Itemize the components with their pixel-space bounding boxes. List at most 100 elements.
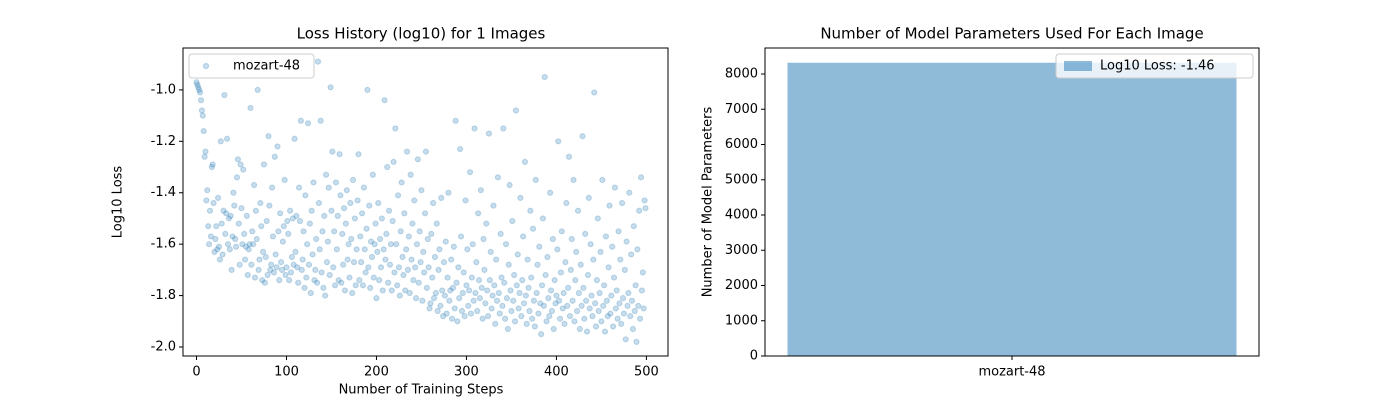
data-point xyxy=(295,184,303,191)
data-point xyxy=(610,323,617,330)
data-point xyxy=(295,279,302,286)
data-point xyxy=(267,266,274,273)
data-point xyxy=(342,220,349,227)
data-point xyxy=(336,151,343,158)
data-point xyxy=(282,271,289,279)
data-point xyxy=(551,277,558,284)
data-point xyxy=(533,289,540,297)
data-point xyxy=(454,318,461,325)
data-point xyxy=(292,248,299,255)
data-point xyxy=(196,86,203,94)
data-point xyxy=(546,313,553,320)
data-point xyxy=(366,202,373,209)
data-point xyxy=(465,302,472,309)
data-point xyxy=(467,310,475,317)
data-point xyxy=(563,199,570,207)
data-point xyxy=(562,259,569,266)
data-point xyxy=(631,307,638,315)
data-point xyxy=(322,292,329,299)
data-point xyxy=(365,264,372,271)
data-point xyxy=(476,295,484,302)
data-point xyxy=(305,261,313,268)
data-point xyxy=(253,235,260,243)
data-point xyxy=(494,174,502,181)
data-point xyxy=(211,248,218,255)
data-point xyxy=(195,84,202,91)
data-point xyxy=(597,248,604,255)
data-point xyxy=(556,315,564,322)
data-point xyxy=(355,151,362,158)
data-point xyxy=(622,336,629,343)
x-tick-label: 0 xyxy=(192,365,200,380)
data-point xyxy=(193,79,200,86)
data-point xyxy=(388,287,395,294)
data-point xyxy=(536,243,543,250)
data-point xyxy=(381,97,388,104)
data-point xyxy=(556,297,563,304)
data-point xyxy=(545,295,552,302)
chart-title: Number of Model Parameters Used For Each… xyxy=(820,25,1203,43)
data-point xyxy=(618,320,625,327)
data-point xyxy=(595,307,602,315)
data-point xyxy=(441,292,448,299)
data-point xyxy=(380,246,387,253)
data-point xyxy=(419,297,426,304)
data-point xyxy=(466,287,473,294)
data-point xyxy=(255,266,262,273)
data-point xyxy=(452,117,459,124)
data-point xyxy=(232,243,240,250)
data-point xyxy=(259,248,267,255)
data-point xyxy=(583,297,590,304)
data-point xyxy=(430,199,437,207)
data-point xyxy=(279,238,286,245)
data-point xyxy=(559,305,566,312)
data-point xyxy=(221,91,228,99)
data-point xyxy=(277,210,284,217)
data-point xyxy=(468,274,475,281)
data-point xyxy=(302,192,309,199)
data-point xyxy=(358,259,365,266)
data-point xyxy=(278,266,286,273)
data-point xyxy=(333,246,340,253)
data-point xyxy=(587,241,594,248)
data-point xyxy=(240,166,247,173)
data-point xyxy=(448,256,455,263)
data-point xyxy=(547,287,555,294)
data-point xyxy=(369,171,376,178)
data-point xyxy=(293,212,300,219)
y-tick-label: 4000 xyxy=(725,208,758,223)
data-point xyxy=(418,187,425,194)
data-point xyxy=(540,302,547,309)
data-point xyxy=(331,282,339,289)
data-point xyxy=(580,284,587,291)
data-point xyxy=(373,295,380,302)
data-point xyxy=(427,300,434,307)
data-point xyxy=(513,282,520,289)
data-point xyxy=(352,282,359,289)
data-point xyxy=(325,184,332,191)
data-point xyxy=(214,246,221,253)
data-point xyxy=(319,228,326,235)
data-point xyxy=(259,277,266,284)
data-point xyxy=(347,199,354,207)
data-point xyxy=(331,228,338,235)
data-point xyxy=(569,297,576,304)
data-point xyxy=(346,274,353,281)
data-point xyxy=(534,261,541,268)
data-point xyxy=(409,220,416,227)
data-point xyxy=(554,246,561,253)
data-point xyxy=(257,199,264,207)
data-point xyxy=(499,302,506,309)
data-point xyxy=(557,269,565,276)
data-point xyxy=(639,269,646,276)
data-point xyxy=(511,318,519,325)
data-point xyxy=(532,176,539,183)
data-point xyxy=(632,282,639,289)
data-point xyxy=(217,138,224,145)
data-point xyxy=(234,156,241,163)
data-point xyxy=(547,189,554,196)
data-point xyxy=(438,194,445,201)
data-point xyxy=(271,153,278,160)
data-point xyxy=(450,243,457,250)
data-point xyxy=(402,287,409,294)
